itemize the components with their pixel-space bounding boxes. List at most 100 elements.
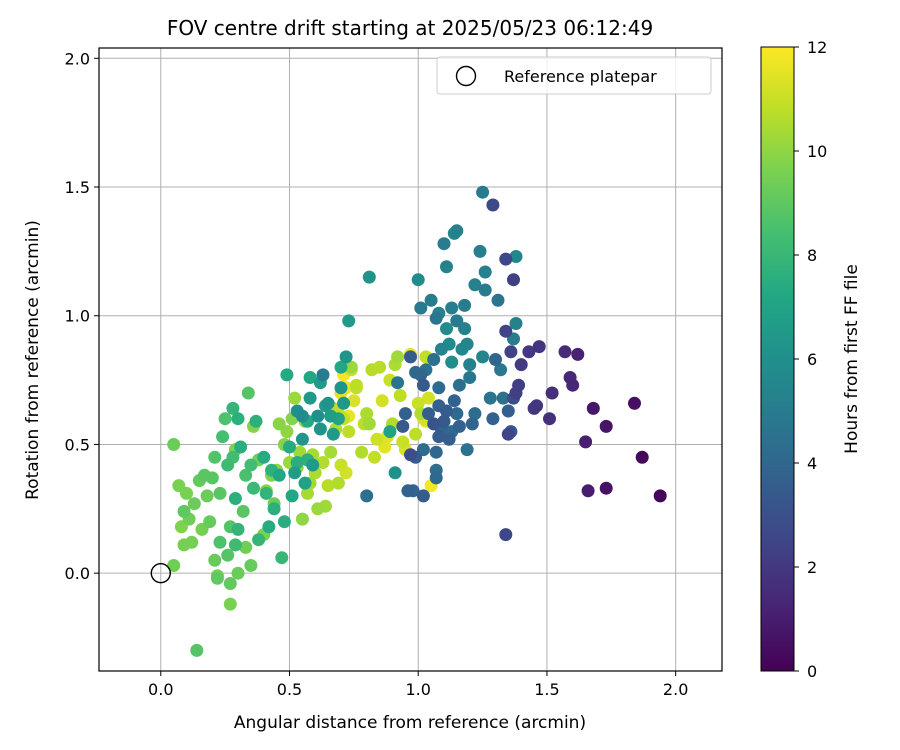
data-point-131 — [303, 371, 317, 384]
data-point-114 — [226, 401, 240, 415]
data-point-226 — [416, 378, 430, 392]
data-point-75 — [177, 538, 191, 552]
data-point-147 — [362, 270, 376, 284]
data-point-51 — [391, 350, 405, 364]
data-point-250 — [566, 378, 580, 392]
data-point-205 — [429, 445, 443, 459]
data-point-252 — [579, 435, 593, 449]
data-point-177 — [478, 283, 492, 297]
data-point-123 — [277, 515, 291, 529]
data-point-148 — [339, 350, 353, 364]
data-point-120 — [231, 412, 245, 426]
data-point-247 — [545, 386, 559, 400]
data-point-32 — [321, 479, 335, 493]
colorbar-tick-label-1: 2 — [807, 558, 817, 577]
colorbar-tick-label-4: 8 — [807, 246, 817, 265]
data-point-79 — [239, 540, 253, 554]
legend: Reference platepar — [436, 56, 712, 95]
data-point-27 — [342, 425, 356, 439]
data-point-110 — [247, 481, 260, 495]
colorbar-fill — [761, 47, 794, 671]
data-point-185 — [494, 363, 508, 377]
x-tick-label-1: 0.5 — [277, 680, 302, 699]
data-point-196 — [360, 489, 374, 503]
data-point-106 — [244, 458, 258, 472]
data-point-253 — [581, 484, 595, 498]
data-point-132 — [285, 489, 299, 503]
data-point-248 — [558, 345, 572, 359]
data-point-62 — [272, 417, 286, 431]
data-point-151 — [313, 422, 327, 436]
colorbar-tick-label-0: 0 — [807, 662, 817, 681]
data-point-96 — [198, 468, 211, 482]
data-point-167 — [463, 358, 477, 372]
data-point-186 — [463, 371, 477, 384]
y-axis-label: Rotation from reference (arcmin) — [23, 220, 43, 500]
data-point-195 — [427, 353, 441, 366]
data-point-217 — [501, 404, 515, 418]
data-point-109 — [221, 458, 235, 472]
data-point-164 — [460, 337, 474, 351]
data-point-190 — [391, 376, 405, 390]
y-tick-label-4: 2.0 — [65, 49, 90, 68]
data-point-140 — [342, 314, 356, 328]
x-tick-label-0: 0.0 — [148, 680, 173, 699]
data-point-16 — [370, 432, 384, 446]
data-point-188 — [491, 293, 505, 307]
data-point-88 — [244, 559, 258, 572]
data-point-99 — [190, 643, 204, 657]
data-point-229 — [427, 417, 441, 431]
data-point-115 — [259, 486, 273, 500]
data-point-90 — [223, 577, 237, 590]
data-point-50 — [362, 417, 376, 431]
x-tick-label-3: 1.5 — [534, 680, 559, 699]
data-point-152 — [388, 466, 402, 480]
data-point-257 — [628, 396, 641, 410]
data-point-13 — [375, 394, 389, 408]
data-point-125 — [283, 440, 296, 454]
data-point-157 — [411, 273, 425, 287]
data-point-98 — [221, 548, 235, 562]
data-point-214 — [401, 484, 415, 498]
data-point-102 — [218, 412, 232, 426]
data-point-206 — [414, 368, 428, 382]
data-point-81 — [200, 489, 214, 503]
data-point-236 — [504, 345, 518, 359]
data-point-143 — [306, 458, 320, 472]
data-point-251 — [571, 347, 585, 361]
data-point-180 — [424, 293, 438, 307]
data-point-219 — [422, 407, 435, 421]
data-point-200 — [432, 381, 446, 395]
data-point-246 — [543, 412, 556, 426]
data-point-202 — [450, 407, 464, 421]
data-point-146 — [295, 432, 309, 446]
data-point-170 — [440, 260, 453, 274]
data-point-197 — [468, 407, 482, 421]
data-point-237 — [499, 324, 513, 338]
data-point-258 — [635, 450, 649, 464]
data-point-87 — [203, 515, 217, 529]
data-point-169 — [450, 224, 464, 238]
colorbar-tick-label-2: 4 — [807, 454, 817, 473]
data-point-55 — [344, 360, 358, 374]
data-point-108 — [228, 538, 242, 552]
data-point-235 — [501, 427, 515, 441]
data-point-141 — [326, 427, 340, 441]
data-point-37 — [355, 445, 369, 459]
data-point-208 — [489, 353, 502, 366]
data-points — [167, 185, 667, 657]
data-point-35 — [316, 456, 330, 469]
data-point-46 — [324, 445, 338, 459]
x-tick-label-2: 1.0 — [405, 680, 430, 699]
colorbar-tick-label-5: 10 — [807, 142, 827, 161]
data-point-19 — [396, 435, 410, 449]
data-point-9 — [347, 394, 361, 408]
data-point-240 — [512, 378, 526, 392]
data-point-104 — [239, 468, 253, 482]
data-point-44 — [301, 486, 314, 500]
data-point-31 — [349, 378, 363, 392]
plot-frame — [98, 47, 723, 672]
y-axis-ticks: 0.0 0.5 1.0 1.5 2.0 — [65, 49, 99, 583]
data-point-256 — [599, 481, 613, 495]
